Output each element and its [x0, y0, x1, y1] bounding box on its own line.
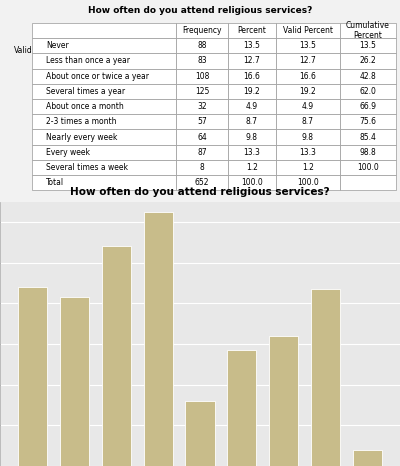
Bar — [60, 297, 89, 466]
Bar — [352, 450, 382, 466]
Bar — [227, 350, 256, 466]
Bar — [144, 212, 173, 466]
Bar — [18, 287, 48, 466]
Bar — [185, 401, 215, 466]
Bar — [311, 289, 340, 466]
Bar — [102, 247, 131, 466]
Text: How often do you attend religious services?: How often do you attend religious servic… — [88, 6, 312, 15]
Bar — [269, 336, 298, 466]
Title: How often do you attend religious services?: How often do you attend religious servic… — [70, 187, 330, 197]
Text: Valid: Valid — [14, 46, 33, 55]
